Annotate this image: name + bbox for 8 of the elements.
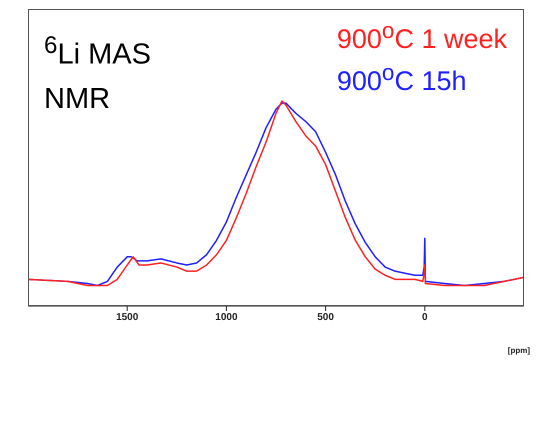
x-tick-label: 500: [317, 312, 334, 324]
text: 900$^{o}$C 1 week: [336, 17, 507, 56]
x-tick-label: 1000: [215, 312, 238, 324]
x-axis-title: [ppm]: [508, 346, 530, 355]
x-tick-label: 0: [422, 312, 428, 324]
chart-title: $^{6}$Li MAS NMR: [44, 31, 152, 117]
x-tick-label: 1500: [116, 312, 139, 324]
series-label: 900$^{o}$C 15h: [336, 59, 468, 98]
